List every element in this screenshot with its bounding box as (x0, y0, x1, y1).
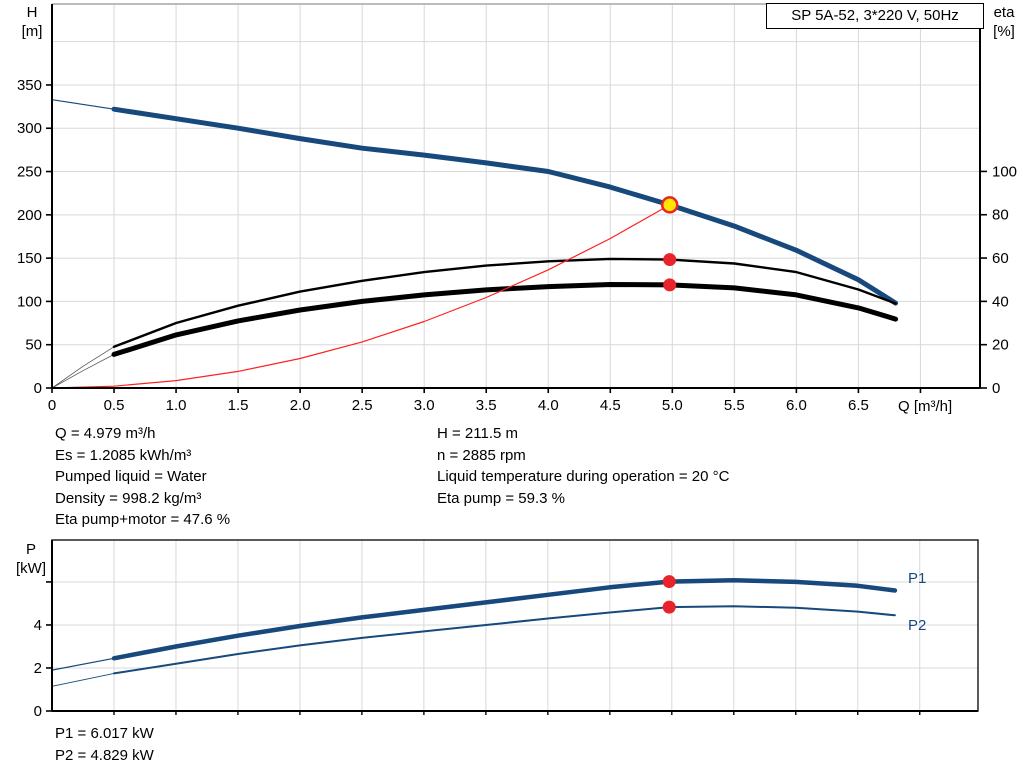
duty-info-right: H = 211.5 m n = 2885 rpm Liquid temperat… (437, 423, 729, 509)
p-axis-title-symbol: P (25, 541, 36, 558)
info-density: Density = 998.2 kg/m³ (55, 489, 202, 507)
y2-tick-label: 20 (992, 337, 1009, 354)
power-chart: 0 2 4 (34, 539, 979, 720)
x-tick-label: 3.5 (476, 397, 497, 414)
x-tick-label: 6.5 (848, 397, 869, 414)
plot-box-border (51, 539, 979, 712)
y-tick-label: 4 (34, 617, 42, 634)
info-speed: n = 2885 rpm (437, 446, 526, 464)
y-tick-label: 2 (34, 660, 42, 677)
x-tick-label: 1.5 (228, 397, 249, 414)
eta-pump-curve-thin (51, 346, 115, 389)
head-curve-thin (51, 99, 115, 110)
y-tick-label: 350 (17, 77, 42, 94)
p2-point (662, 600, 676, 614)
x-tick-label: 2.0 (290, 397, 311, 414)
h-axis-title-unit: [m] (21, 23, 43, 40)
p1-point (662, 575, 676, 589)
gridlines (52, 540, 978, 711)
x-tick-label: 2.5 (352, 397, 373, 414)
p-axis-title: P [kW] (10, 540, 52, 578)
y-tick-label: 0 (34, 703, 42, 720)
power-info: P1 = 6.017 kW P2 = 4.829 kW (55, 723, 154, 767)
p-axis-title-unit: [kW] (16, 560, 46, 577)
x-tick-label: 3.0 (414, 397, 435, 414)
p2-series-label: P2 (908, 617, 927, 634)
y-tick-label: 200 (17, 207, 42, 224)
p1-series-label: P1 (908, 570, 927, 587)
x-tick-label: 5.5 (724, 397, 745, 414)
eta-axis-title-unit: [%] (993, 23, 1015, 40)
eta-axis-title: eta [%] (986, 3, 1022, 41)
eta-pump-motor-point (663, 278, 677, 292)
duty-point (660, 196, 679, 214)
main-chart: 0 0.5 1.0 1.5 2.0 2.5 3.0 3.5 4.0 4.5 5.0 5.5 6.0 6.5… (17, 3, 1017, 414)
eta-pump-motor-curve-thin (51, 353, 115, 389)
eta-axis-title-symbol: eta (993, 4, 1015, 21)
info-head: H = 211.5 m (437, 425, 519, 442)
info-pumped-liquid: Pumped liquid = Water (55, 468, 207, 485)
p1-curve-thin (51, 657, 115, 671)
system-curve (51, 204, 671, 389)
info-eta-pump-motor: Eta pump+motor = 47.6 % (55, 511, 231, 528)
q-axis-title: Q [m³/h] (898, 398, 953, 415)
info-p2: P2 = 4.829 kW (55, 747, 154, 764)
eta-pump-curve (112, 257, 897, 348)
info-p1: P1 = 6.017 kW (55, 725, 154, 742)
x-tick-label: 0 (48, 397, 56, 414)
y2-tick-label: 100 (992, 163, 1017, 180)
info-specific-energy: Es = 1.2085 kWh/m³ (55, 446, 192, 464)
info-eta-pump: Eta pump = 59.3 % (437, 489, 565, 507)
h-axis-title-symbol: H (26, 4, 38, 21)
y-tick-label: 50 (25, 337, 42, 354)
p1-curve (111, 577, 898, 661)
info-liquid-temperature: Liquid temperature during operation = 20… (437, 468, 730, 485)
eta-pump-motor-curve (111, 282, 899, 357)
y2-tick-label: 0 (992, 380, 1000, 397)
duty-info-left: Q = 4.979 m³/h Es = 1.2085 kWh/m³ Pumped… (55, 423, 230, 531)
pump-title-box: SP 5A-52, 3*220 V, 50Hz (766, 3, 984, 29)
head-curve (111, 106, 899, 306)
y2-tick-label: 40 (992, 293, 1009, 310)
y-tick-label: 100 (17, 293, 42, 310)
gridlines (52, 4, 980, 388)
eta-pump-point (663, 253, 677, 267)
info-flow: Q = 4.979 m³/h (55, 425, 156, 442)
y-tick-label: 0 (34, 380, 42, 397)
x-tick-label: 1.0 (166, 397, 187, 414)
x-tick-label: 5.0 (662, 397, 683, 414)
p2-curve (113, 605, 896, 675)
y-tick-label: 150 (17, 250, 42, 267)
y-tick-label: 250 (17, 164, 42, 181)
x-tick-label: 6.0 (786, 397, 807, 414)
x-tick-label: 0.5 (104, 397, 125, 414)
x-tick-label: 4.0 (538, 397, 559, 414)
y-tick-label: 300 (17, 120, 42, 137)
y2-tick-label: 60 (992, 250, 1009, 267)
y2-tick-label: 80 (992, 207, 1009, 224)
p2-curve-thin (51, 672, 115, 687)
h-axis-title: H [m] (14, 3, 50, 41)
x-tick-label: 4.5 (600, 397, 621, 414)
